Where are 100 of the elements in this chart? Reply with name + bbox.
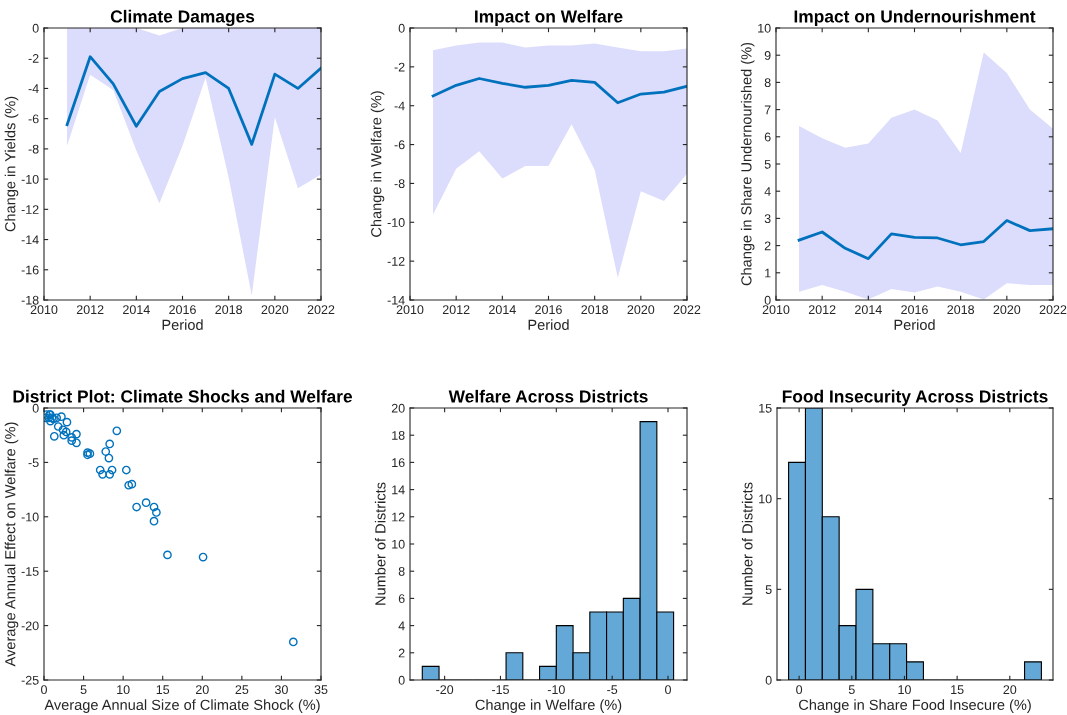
x-tick-label: 25: [235, 685, 249, 695]
x-tick-label: 5: [80, 685, 87, 695]
y-tick-label: 12: [392, 512, 405, 522]
x-tick-label: 20: [195, 685, 209, 695]
y-tick-label: -16: [21, 265, 39, 275]
x-tick-label: 2022: [1039, 305, 1067, 315]
y-tick-label: 8: [398, 567, 405, 576]
y-tick-label: -4: [28, 84, 39, 93]
y-tick-label: 0: [32, 403, 39, 413]
y-axis-title: Change in Welfare (%): [370, 91, 385, 237]
x-tick-label: 10: [898, 685, 911, 695]
x-tick-label: -10: [547, 685, 565, 695]
x-tick-label: 2016: [901, 305, 928, 315]
x-tick-label: 0: [665, 685, 671, 695]
x-tick-label: 2010: [30, 305, 58, 315]
x-tick-label: 2010: [396, 305, 424, 315]
y-tick-label: -20: [21, 621, 39, 631]
y-tick-label: 16: [392, 458, 405, 468]
x-tick-label: -20: [436, 685, 454, 695]
x-tick-label: 2016: [169, 305, 196, 315]
x-tick-label: 2014: [489, 305, 516, 315]
x-tick-label: 15: [156, 685, 170, 695]
x-tick-label: 0: [796, 685, 803, 695]
x-tick-label: 2010: [762, 305, 790, 315]
x-tick-label: 10: [117, 685, 130, 695]
y-tick-label: 0: [765, 675, 772, 685]
y-axis-title: Number of Districts: [741, 482, 753, 605]
x-tick-label: 2018: [581, 305, 609, 315]
y-tick-label: -14: [21, 235, 39, 245]
y-tick-label: 15: [759, 403, 772, 413]
y-tick-label: 10: [392, 539, 405, 549]
y-tick-label: 4: [398, 621, 405, 631]
y-tick-label: 0: [398, 23, 405, 33]
y-tick-label: 14: [392, 485, 405, 495]
x-tick-label: 2018: [215, 305, 243, 315]
y-axis-title: Change in Share Undernourished (%): [740, 42, 755, 286]
y-tick-label: -15: [21, 567, 39, 576]
y-tick-label: 0: [398, 675, 405, 685]
y-tick-label: 5: [764, 159, 771, 169]
y-tick-label: 5: [765, 585, 772, 594]
y-tick-label: 6: [398, 594, 405, 604]
x-tick-label: 2016: [535, 305, 562, 315]
y-tick-label: 20: [391, 403, 405, 413]
x-tick-label: -5: [607, 685, 618, 695]
y-tick-label: -8: [394, 179, 405, 189]
x-tick-label: 2012: [76, 305, 104, 315]
y-tick-label: -10: [21, 512, 39, 522]
x-axis-title: Average Annual Size of Climate Shock (%): [44, 699, 320, 713]
x-tick-label: 2022: [307, 305, 335, 315]
x-axis-title: Change in Welfare (%): [475, 699, 622, 713]
chart-title: Food Insecurity Across Districts: [782, 389, 1048, 407]
x-tick-label: 2020: [627, 305, 655, 315]
x-axis-title: Period: [162, 319, 203, 330]
y-tick-label: -6: [394, 140, 405, 150]
y-tick-label: -18: [21, 295, 39, 305]
y-tick-label: 9: [764, 51, 771, 60]
x-tick-label: 15: [951, 685, 964, 695]
x-tick-label: 35: [314, 685, 328, 695]
x-tick-label: 30: [274, 685, 288, 695]
y-axis-title: Number of Districts: [374, 482, 386, 605]
y-tick-label: -4: [394, 101, 405, 111]
y-tick-label: 4: [764, 187, 771, 196]
y-tick-label: 18: [392, 431, 405, 440]
x-tick-label: 20: [1003, 685, 1017, 695]
y-axis-title: Average Annual Effect on Welfare (%): [4, 422, 19, 667]
y-tick-label: 2: [398, 648, 405, 658]
x-tick-label: 2020: [993, 305, 1021, 315]
chart-title: District Plot: Climate Shocks and Welfare: [13, 389, 353, 403]
x-tick-label: 2012: [808, 305, 836, 315]
x-tick-label: 2020: [261, 305, 289, 315]
x-tick-label: 5: [848, 685, 855, 695]
y-tick-label: -2: [28, 54, 39, 63]
x-axis-title: Period: [528, 319, 569, 330]
x-tick-label: 2018: [947, 305, 975, 315]
y-tick-label: 7: [764, 105, 771, 115]
y-tick-label: 1: [765, 268, 771, 278]
chart-title: Climate Damages: [110, 9, 255, 27]
x-axis-title: Change in Share Food Insecure (%): [799, 699, 1031, 713]
y-tick-label: 0: [764, 295, 771, 305]
y-tick-label: 2: [764, 241, 771, 251]
chart-title: Impact on Undernourishment: [794, 9, 1036, 27]
y-axis-title: Change in Yields (%): [4, 96, 19, 232]
chart-title: Impact on Welfare: [475, 9, 623, 27]
y-tick-label: 0: [32, 23, 39, 33]
y-tick-label: -12: [21, 205, 39, 214]
y-tick-label: -6: [28, 114, 39, 124]
y-tick-label: -25: [21, 675, 39, 685]
y-tick-label: -8: [28, 144, 39, 154]
x-tick-label: 2022: [673, 305, 701, 315]
x-tick-label: 2014: [123, 305, 150, 315]
x-tick-label: 2014: [855, 305, 882, 315]
y-tick-label: 6: [764, 132, 771, 142]
y-tick-label: -14: [387, 295, 405, 305]
y-tick-label: -12: [387, 256, 405, 266]
x-tick-label: -15: [491, 685, 509, 695]
chart-title: Welfare Across Districts: [448, 389, 648, 403]
y-tick-label: 10: [758, 23, 771, 33]
x-tick-label: 0: [41, 685, 47, 695]
y-tick-label: 3: [764, 214, 771, 224]
y-tick-label: -5: [28, 458, 39, 468]
